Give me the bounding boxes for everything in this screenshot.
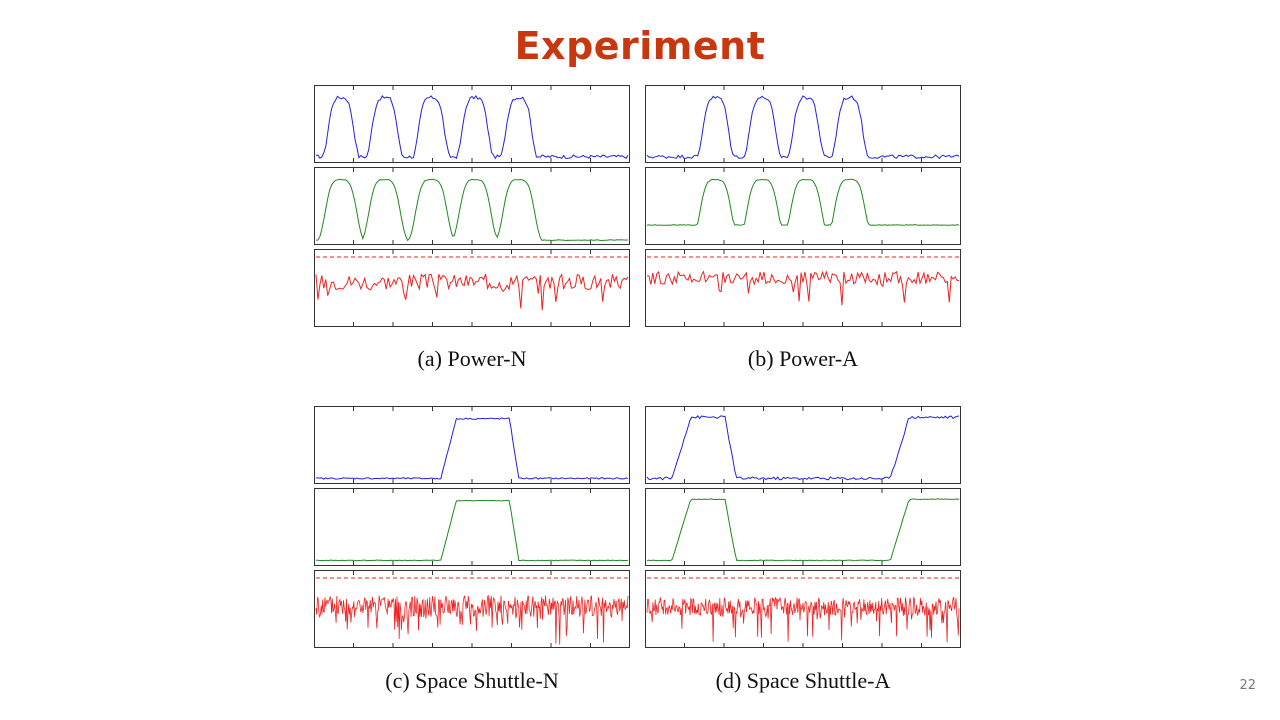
subplot-frame [314, 570, 630, 648]
subplot-row-2 [314, 167, 630, 245]
subplot-frame [314, 167, 630, 245]
figure-space-shuttle-n [314, 406, 630, 654]
signal-line [646, 178, 960, 226]
subplot-row-1 [314, 85, 630, 163]
page-number: 22 [1239, 678, 1256, 693]
subplot-frame [314, 249, 630, 327]
signal-line [315, 594, 629, 645]
subplot-row-3 [645, 249, 961, 327]
figure-svg [314, 406, 630, 648]
subplot-frame [645, 249, 961, 327]
subplot-frame [314, 488, 630, 566]
caption-power-a: (b) Power-A [747, 346, 859, 371]
subplot-row-3 [314, 249, 630, 327]
signal-line [646, 596, 960, 643]
slide-title: Experiment [514, 24, 766, 68]
subplot-row-3 [314, 570, 630, 648]
subplot-frame [314, 406, 630, 484]
signal-line [646, 95, 960, 160]
caption-space-shuttle-a: (d) Space Shuttle-A [715, 668, 891, 693]
signal-line [315, 178, 629, 242]
subplot-row-1 [314, 406, 630, 484]
figure-power-a [645, 85, 961, 333]
signal-line [315, 273, 629, 311]
subplot-row-1 [645, 406, 961, 484]
signal-line [315, 417, 629, 480]
subplot-row-2 [645, 488, 961, 566]
signal-line [315, 499, 629, 562]
caption-power-n: (a) Power-N [417, 346, 527, 371]
caption-space-shuttle-n: (c) Space Shuttle-N [385, 668, 559, 693]
subplot-frame [645, 167, 961, 245]
subplot-row-3 [645, 570, 961, 648]
subplot-frame [645, 488, 961, 566]
subplot-frame [645, 85, 961, 163]
figure-svg [645, 406, 961, 648]
subplot-row-2 [314, 488, 630, 566]
subplot-row-2 [645, 167, 961, 245]
figure-space-shuttle-a [645, 406, 961, 654]
signal-line [646, 270, 960, 306]
signal-line [646, 415, 960, 481]
signal-line [315, 94, 629, 160]
figure-svg [314, 85, 630, 327]
signal-line [646, 498, 960, 562]
figure-power-n [314, 85, 630, 333]
subplot-row-1 [645, 85, 961, 163]
subplot-frame [314, 85, 630, 163]
figure-svg [645, 85, 961, 327]
